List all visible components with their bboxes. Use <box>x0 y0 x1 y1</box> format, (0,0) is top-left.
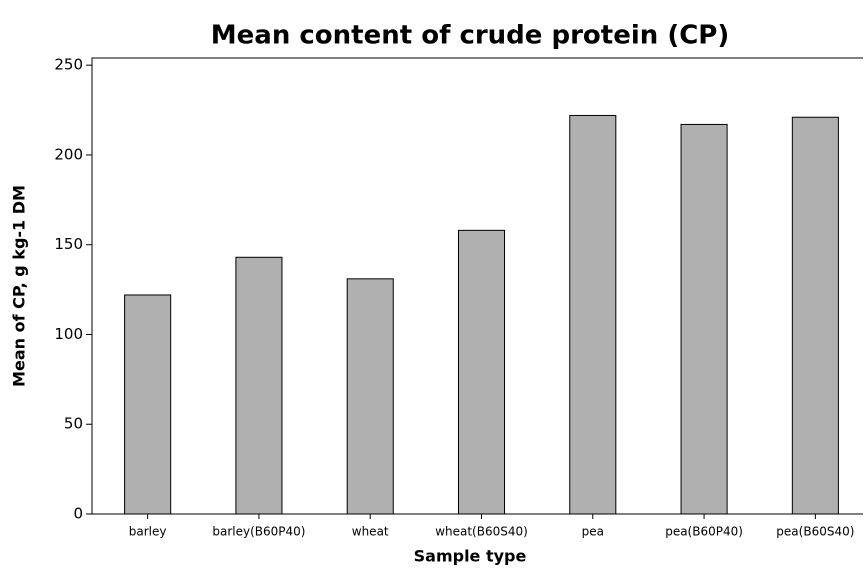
x-tick-label: pea(B60S40) <box>776 525 854 539</box>
y-tick-label: 200 <box>54 145 83 163</box>
x-axis-label: Sample type <box>414 547 527 566</box>
bar <box>569 114 617 515</box>
x-tick-label: wheat(B60S40) <box>435 525 528 539</box>
chart-title: Mean content of crude protein (CP) <box>211 21 729 51</box>
x-tick-label: barley <box>129 525 167 539</box>
y-axis-label: Mean of CP, g kg-1 DM <box>10 185 29 387</box>
x-tick-label: wheat <box>352 525 389 539</box>
y-tick-label: 100 <box>54 325 83 343</box>
bar <box>346 278 394 515</box>
y-tick-label: 50 <box>64 415 83 433</box>
bar <box>457 229 506 515</box>
y-tick-label: 150 <box>54 235 83 253</box>
bar <box>680 123 728 515</box>
y-tick-label: 0 <box>73 505 83 523</box>
x-tick-label: pea(B60P40) <box>665 525 743 539</box>
bar <box>235 256 283 515</box>
x-tick-label: barley(B60P40) <box>212 525 305 539</box>
bar <box>124 294 172 515</box>
x-tick-label: pea <box>582 525 604 539</box>
bar <box>791 116 839 515</box>
y-tick-label: 250 <box>54 56 83 74</box>
